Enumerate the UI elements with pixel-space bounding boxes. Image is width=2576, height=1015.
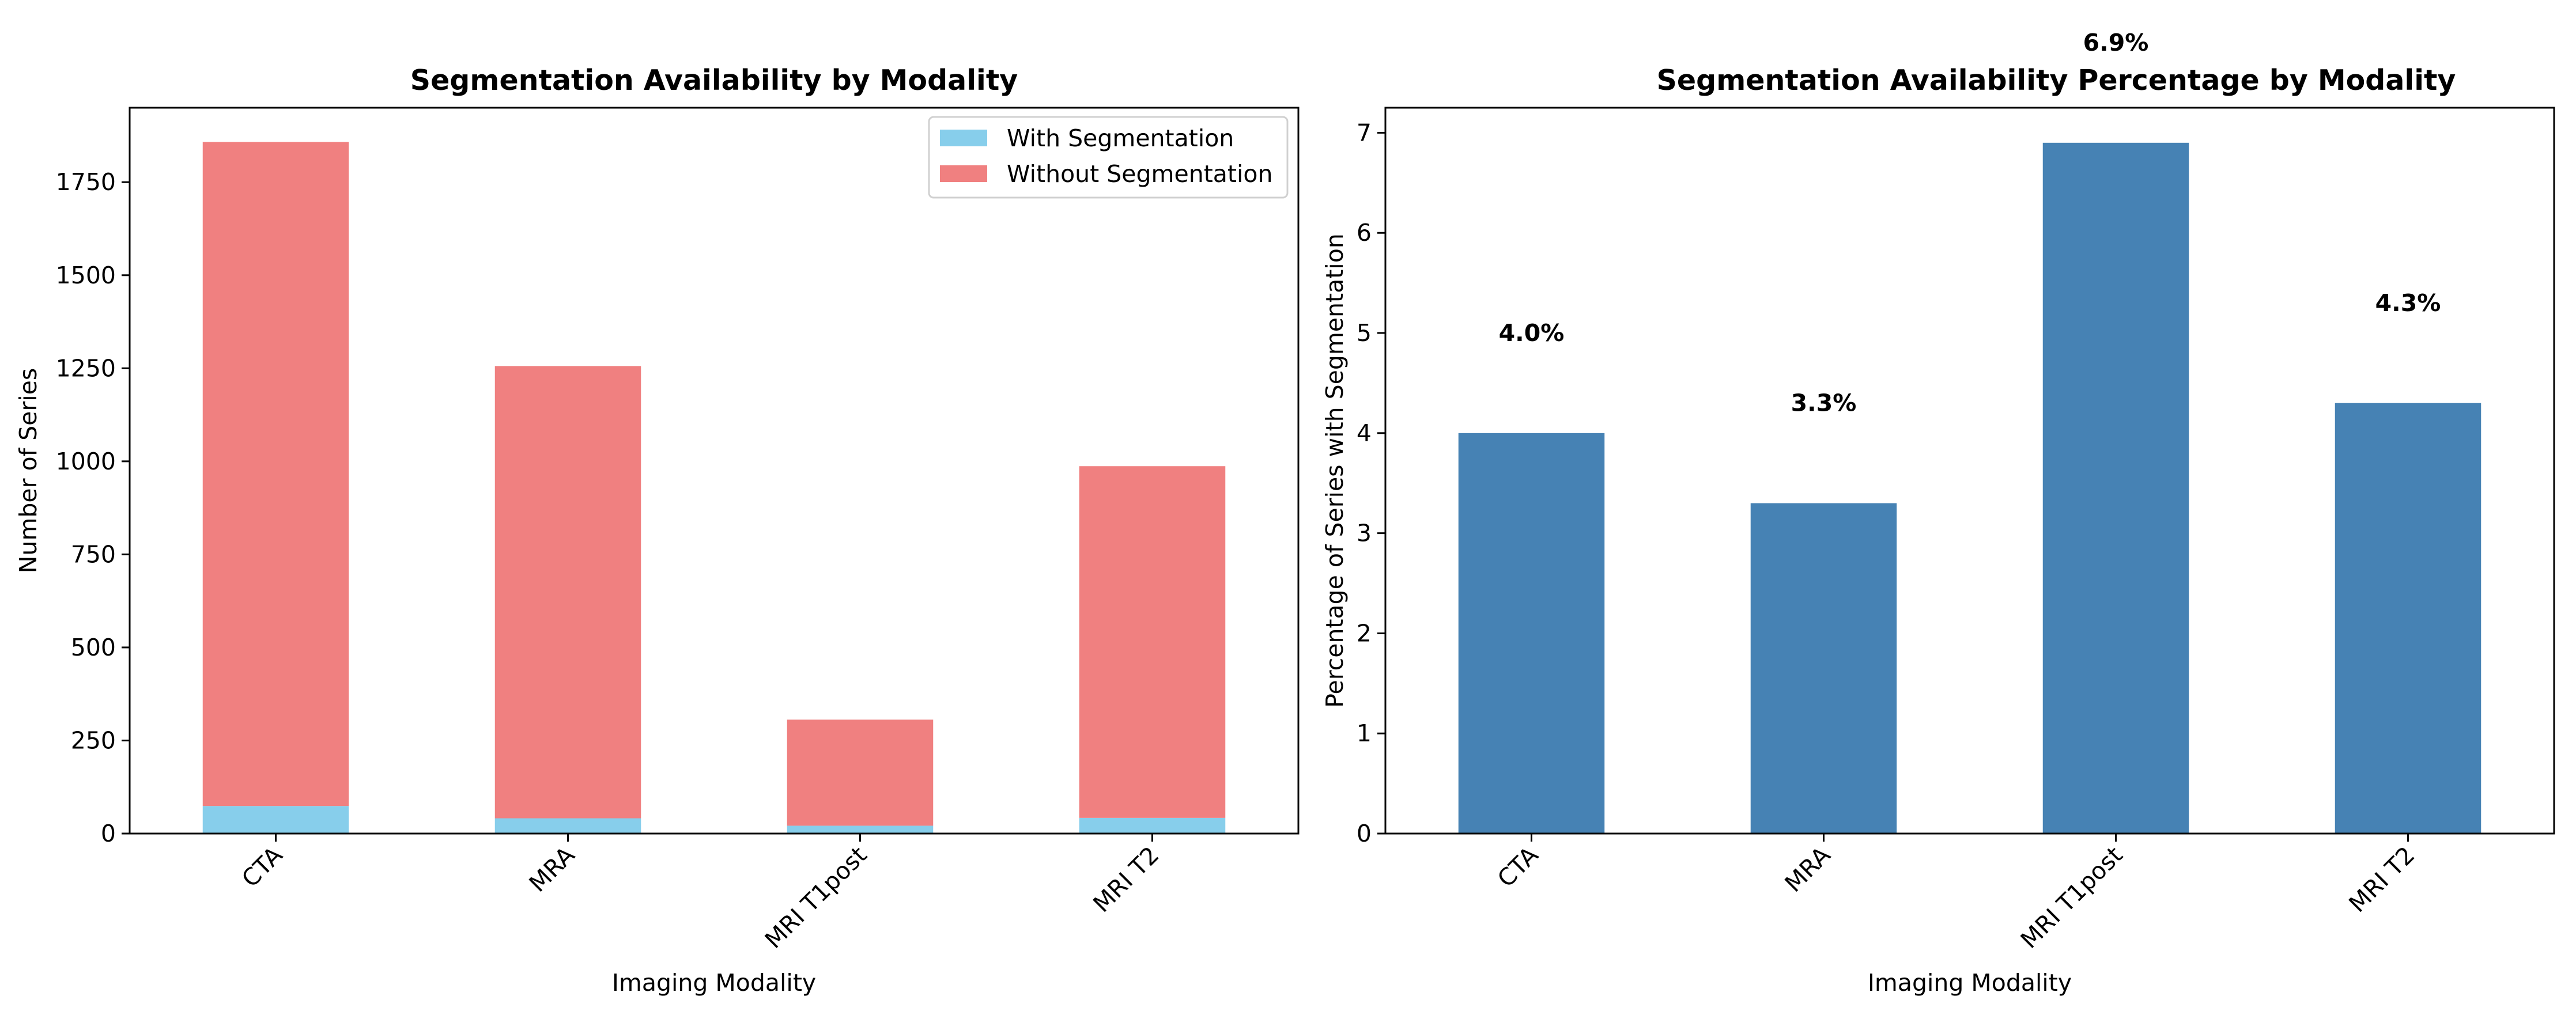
bar-group <box>202 142 1226 834</box>
y-tick-label: 4 <box>1357 419 1372 447</box>
y-tick-label: 500 <box>71 634 116 661</box>
bar-mri-t1post-without-segmentation <box>787 719 934 826</box>
data-label-group: 4.0% 3.3% 6.9% 4.3% <box>1499 29 2441 417</box>
x-tick-label: MRI T1post <box>760 841 872 954</box>
plot-frame <box>129 107 1300 835</box>
y-tick-label: 1 <box>1357 719 1372 747</box>
legend-swatch-with-segmentation <box>940 130 987 146</box>
y-tick-label: 750 <box>71 540 116 568</box>
plot-frame <box>1384 107 2555 835</box>
bar-mri-t1post <box>2042 142 2189 834</box>
bar-mra-without-segmentation <box>494 366 641 819</box>
y-axis-label: Percentage of Series with Segmentation <box>1321 233 1349 708</box>
bar-cta-with-segmentation <box>202 806 349 834</box>
bar-cta <box>1458 433 1605 834</box>
bar-mri-t2-with-segmentation <box>1079 817 1226 834</box>
y-tick-label: 7 <box>1357 119 1372 146</box>
y-tick-label: 0 <box>1357 820 1372 847</box>
x-tick-label: CTA <box>236 841 288 892</box>
bar-mri-t2 <box>2335 403 2481 834</box>
x-tick-label: MRA <box>1780 841 1836 897</box>
y-tick-label: 0 <box>101 820 116 847</box>
legend-frame <box>928 116 1289 199</box>
legend-swatch-without-segmentation <box>940 165 987 182</box>
data-label-cta: 4.0% <box>1499 319 1565 347</box>
y-axis: 0 1 2 3 4 5 6 7 <box>1357 119 1385 847</box>
data-label-mra: 3.3% <box>1791 389 1857 417</box>
data-label-mri-t2: 4.3% <box>2375 289 2441 317</box>
chart-title: Segmentation Availability Percentage by … <box>1657 64 2456 97</box>
y-tick-label: 250 <box>71 726 116 754</box>
percentage-bar-chart: Segmentation Availability Percentage by … <box>1321 29 2555 997</box>
bar-group <box>1458 142 2481 834</box>
x-axis-label: Imaging Modality <box>1868 969 2072 997</box>
x-axis-label: Imaging Modality <box>612 969 816 997</box>
y-tick-label: 1750 <box>56 168 116 196</box>
chart-title: Segmentation Availability by Modality <box>410 64 1018 97</box>
bar-mri-t1post-with-segmentation <box>787 825 934 834</box>
y-tick-label: 3 <box>1357 520 1372 547</box>
x-tick-label: CTA <box>1492 841 1543 892</box>
y-tick-label: 1500 <box>56 262 116 289</box>
x-axis: CTA MRA MRI T1post MRI T2 <box>236 834 1165 954</box>
x-tick-label: MRI T1post <box>2015 841 2128 954</box>
legend-label-with-segmentation: With Segmentation <box>1007 124 1234 152</box>
data-label-mri-t1post: 6.9% <box>2083 29 2149 56</box>
y-tick-label: 6 <box>1357 219 1372 247</box>
y-axis: 0 250 500 750 1000 1250 1500 1750 <box>56 168 130 847</box>
x-axis: CTA MRA MRI T1post MRI T2 <box>1492 834 2420 954</box>
x-tick-label: MRI T2 <box>1088 841 1165 918</box>
x-tick-label: MRI T2 <box>2344 841 2420 918</box>
y-tick-label: 2 <box>1357 619 1372 647</box>
x-tick-label: MRA <box>524 841 580 897</box>
y-tick-label: 1250 <box>56 354 116 382</box>
stacked-bar-chart: Segmentation Availability by Modality 0 2… <box>14 64 1300 997</box>
bar-mri-t2-without-segmentation <box>1079 466 1226 818</box>
y-axis-label: Number of Series <box>14 368 42 573</box>
legend: With Segmentation Without Segmentation <box>928 116 1289 199</box>
bar-mra <box>1750 503 1897 834</box>
legend-label-without-segmentation: Without Segmentation <box>1007 160 1272 188</box>
bar-mra-with-segmentation <box>494 818 641 834</box>
bar-cta-without-segmentation <box>202 142 349 806</box>
y-tick-label: 1000 <box>56 448 116 475</box>
y-tick-label: 5 <box>1357 319 1372 347</box>
